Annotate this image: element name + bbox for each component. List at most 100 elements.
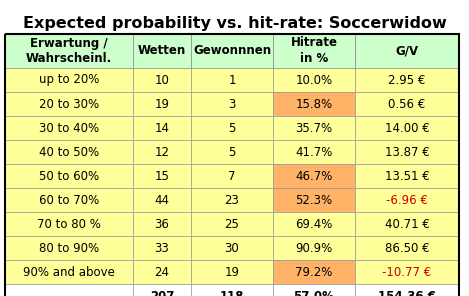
Text: 1: 1 xyxy=(228,73,236,86)
Text: Expected probability vs. hit-rate: Soccerwidow: Expected probability vs. hit-rate: Socce… xyxy=(23,16,446,31)
Bar xyxy=(273,188,355,212)
Text: -10.77 €: -10.77 € xyxy=(382,266,431,279)
Text: 5: 5 xyxy=(228,146,236,158)
Text: G/V: G/V xyxy=(395,44,418,57)
Bar xyxy=(5,92,133,116)
Bar xyxy=(5,236,133,260)
Bar xyxy=(5,140,133,164)
Bar xyxy=(5,68,133,92)
Text: 14.00 €: 14.00 € xyxy=(385,121,430,134)
Bar xyxy=(273,68,355,92)
Bar xyxy=(273,260,355,284)
Text: 118: 118 xyxy=(220,289,244,296)
Text: 70 to 80 %: 70 to 80 % xyxy=(37,218,101,231)
Text: 90% and above: 90% and above xyxy=(23,266,115,279)
Bar xyxy=(273,116,355,140)
Bar xyxy=(273,212,355,236)
Bar xyxy=(133,212,191,236)
Bar xyxy=(355,34,459,68)
Text: 154.36 €: 154.36 € xyxy=(378,289,436,296)
Text: 69.4%: 69.4% xyxy=(295,218,333,231)
Bar xyxy=(273,284,355,296)
Text: 40 to 50%: 40 to 50% xyxy=(39,146,99,158)
Text: 14: 14 xyxy=(154,121,169,134)
Bar xyxy=(191,212,273,236)
Bar xyxy=(355,140,459,164)
Bar xyxy=(273,34,355,68)
Bar xyxy=(191,284,273,296)
Text: 57.0%: 57.0% xyxy=(294,289,334,296)
Bar xyxy=(191,260,273,284)
Bar xyxy=(191,116,273,140)
Text: 40.71 €: 40.71 € xyxy=(385,218,430,231)
Text: 90.9%: 90.9% xyxy=(295,242,333,255)
Bar xyxy=(5,116,133,140)
Text: 36: 36 xyxy=(155,218,169,231)
Text: 13.51 €: 13.51 € xyxy=(385,170,430,183)
Text: 3: 3 xyxy=(228,97,236,110)
Text: 13.87 €: 13.87 € xyxy=(385,146,430,158)
Bar xyxy=(355,68,459,92)
Bar xyxy=(191,236,273,260)
Text: 30: 30 xyxy=(225,242,239,255)
Text: 24: 24 xyxy=(154,266,169,279)
Bar xyxy=(5,188,133,212)
Text: 41.7%: 41.7% xyxy=(295,146,333,158)
Bar xyxy=(5,284,133,296)
Bar xyxy=(5,260,133,284)
Bar xyxy=(133,164,191,188)
Bar xyxy=(133,236,191,260)
Text: 10.0%: 10.0% xyxy=(295,73,333,86)
Text: 86.50 €: 86.50 € xyxy=(385,242,429,255)
Bar xyxy=(133,92,191,116)
Bar xyxy=(355,212,459,236)
Bar xyxy=(355,164,459,188)
Text: 15: 15 xyxy=(155,170,169,183)
Bar xyxy=(273,164,355,188)
Text: 207: 207 xyxy=(150,289,174,296)
Text: -6.96 €: -6.96 € xyxy=(386,194,428,207)
Bar xyxy=(133,188,191,212)
Bar xyxy=(191,34,273,68)
Bar xyxy=(5,34,133,68)
Bar xyxy=(355,236,459,260)
Bar xyxy=(355,284,459,296)
Text: Erwartung /
Wahrscheinl.: Erwartung / Wahrscheinl. xyxy=(26,36,112,65)
Text: 10: 10 xyxy=(155,73,169,86)
Bar xyxy=(191,140,273,164)
Text: 44: 44 xyxy=(154,194,169,207)
Bar xyxy=(355,116,459,140)
Bar xyxy=(273,140,355,164)
Text: up to 20%: up to 20% xyxy=(39,73,99,86)
Text: 5: 5 xyxy=(228,121,236,134)
Text: 25: 25 xyxy=(225,218,240,231)
Text: 80 to 90%: 80 to 90% xyxy=(39,242,99,255)
Text: 35.7%: 35.7% xyxy=(295,121,333,134)
Bar xyxy=(191,92,273,116)
Text: 15.8%: 15.8% xyxy=(295,97,333,110)
Text: 50 to 60%: 50 to 60% xyxy=(39,170,99,183)
Text: 19: 19 xyxy=(154,97,169,110)
Text: 7: 7 xyxy=(228,170,236,183)
Bar xyxy=(5,212,133,236)
Text: 19: 19 xyxy=(225,266,240,279)
Bar xyxy=(355,188,459,212)
Text: 33: 33 xyxy=(155,242,169,255)
Text: Gewonnnen: Gewonnnen xyxy=(193,44,271,57)
Text: 60 to 70%: 60 to 70% xyxy=(39,194,99,207)
Text: Hitrate
in %: Hitrate in % xyxy=(290,36,338,65)
Bar xyxy=(191,188,273,212)
Text: 30 to 40%: 30 to 40% xyxy=(39,121,99,134)
Text: 0.56 €: 0.56 € xyxy=(388,97,426,110)
Bar xyxy=(133,116,191,140)
Text: 2.95 €: 2.95 € xyxy=(388,73,426,86)
Bar xyxy=(191,68,273,92)
Text: 20 to 30%: 20 to 30% xyxy=(39,97,99,110)
Bar xyxy=(133,34,191,68)
Text: 12: 12 xyxy=(154,146,169,158)
Bar xyxy=(133,140,191,164)
Text: 79.2%: 79.2% xyxy=(295,266,333,279)
Bar xyxy=(273,92,355,116)
Bar xyxy=(355,92,459,116)
Text: Wetten: Wetten xyxy=(138,44,186,57)
